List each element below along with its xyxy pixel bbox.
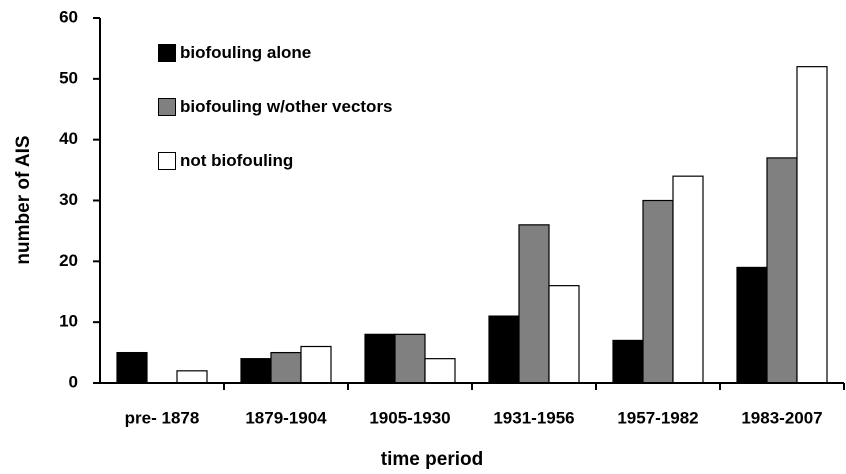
y-tick-label: 10 — [59, 312, 78, 331]
bar — [488, 315, 520, 384]
x-tick-label: 1931-1956 — [493, 408, 574, 427]
x-tick-label: 1957-1982 — [617, 408, 698, 427]
bar — [642, 199, 674, 384]
legend-label: biofouling alone — [180, 43, 312, 62]
bar — [394, 333, 426, 384]
bar — [240, 358, 272, 384]
x-tick-label: pre- 1878 — [125, 408, 200, 427]
y-tick-label: 50 — [59, 68, 78, 87]
legend-item: not biofouling — [158, 146, 398, 176]
x-tick-label: 1905-1930 — [369, 408, 450, 427]
legend-swatch — [158, 98, 176, 116]
bar — [270, 351, 302, 384]
legend-swatch — [158, 44, 176, 62]
bar — [116, 351, 148, 384]
bar — [612, 339, 644, 384]
x-tick-label: 1879-1904 — [245, 408, 327, 427]
bar — [736, 266, 768, 384]
bar — [672, 175, 704, 384]
bar — [796, 66, 828, 384]
y-tick-label: 0 — [69, 372, 78, 391]
legend-item: biofouling alone — [158, 38, 398, 68]
y-axis-title: number of AIS — [13, 135, 34, 264]
bar — [300, 345, 332, 384]
bar — [518, 224, 550, 384]
bar — [424, 358, 456, 384]
y-tick-label: 60 — [59, 7, 78, 26]
bar — [548, 285, 580, 384]
y-tick-label: 40 — [59, 129, 78, 148]
bar — [364, 333, 396, 384]
legend-label: biofouling w/other vectors — [180, 97, 393, 116]
x-axis-title: time period — [381, 449, 483, 470]
legend-label: not biofouling — [180, 151, 294, 170]
y-tick-label: 30 — [59, 190, 78, 209]
bar — [766, 157, 798, 384]
x-tick-label: 1983-2007 — [741, 408, 822, 427]
legend-item: biofouling w/other vectors — [158, 92, 398, 122]
y-tick-label: 20 — [59, 251, 78, 270]
legend-swatch — [158, 152, 176, 170]
bar — [176, 370, 208, 384]
legend: biofouling alone biofouling w/other vecto… — [158, 38, 398, 200]
